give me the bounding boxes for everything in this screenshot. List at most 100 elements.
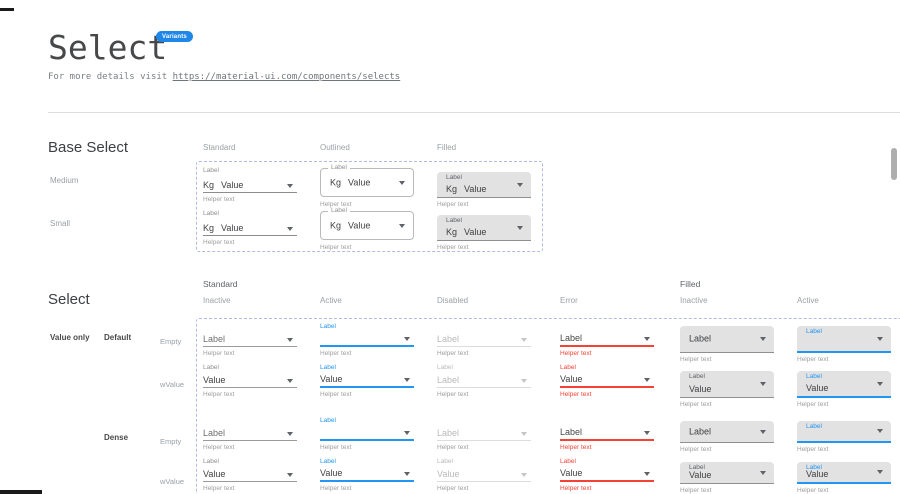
select-input[interactable]: Value [320, 467, 414, 482]
field-label: Label [320, 458, 336, 465]
base-select-outlined-small[interactable]: Label Kg Value Helper text [320, 207, 414, 252]
select-field-filled-active[interactable]: Label Value Helper text [797, 462, 891, 494]
select-input[interactable]: Label Value [797, 462, 891, 484]
select-input[interactable]: Label [560, 426, 654, 441]
dropdown-arrow-icon [521, 379, 527, 383]
select-input[interactable]: Label Value [680, 462, 774, 484]
helper-text: Helper text [560, 485, 592, 492]
helper-text: Helper text [680, 356, 712, 363]
value-adornment: Kg [203, 180, 215, 190]
select-input[interactable]: Value [203, 467, 297, 482]
select-field-filled-active[interactable]: Label Value Helper text [797, 371, 891, 409]
field-label: Label [446, 174, 462, 181]
base-select-filled-medium[interactable]: Label Kg Value Helper text [437, 172, 531, 209]
select-input[interactable] [320, 426, 414, 441]
select-field-standard-inactive[interactable]: Label Value Helper text [203, 458, 297, 493]
material-ui-link[interactable]: https://material-ui.com/components/selec… [172, 72, 401, 82]
select-dashed-frame [196, 318, 900, 494]
helper-text: Helper text [437, 485, 469, 492]
select-field-standard-active[interactable]: Label Helper text [320, 323, 414, 358]
select-field-filled-active[interactable]: Label Helper text [797, 421, 891, 454]
dropdown-arrow-icon [404, 431, 410, 435]
dropdown-arrow-icon [399, 180, 405, 185]
base-select-standard-small[interactable]: Label Kg Value Helper text [203, 210, 297, 247]
select-input[interactable]: Value [320, 373, 414, 388]
select-input[interactable]: Label [203, 426, 297, 441]
select-input[interactable]: Label Kg Value [320, 164, 414, 197]
select-input[interactable]: Value [560, 373, 654, 388]
select-value: Value [203, 469, 226, 479]
select-field-filled-active[interactable]: Label Helper text [797, 326, 891, 364]
base-select-standard-medium[interactable]: Label Kg Value Helper text [203, 167, 297, 204]
select-field-standard-inactive[interactable]: Label Value Helper text [203, 364, 297, 399]
helper-text: Helper text [203, 485, 235, 492]
select-input[interactable] [320, 332, 414, 347]
select-value: Kg Value [203, 181, 243, 190]
select-column-header-error-3: Error [560, 296, 578, 305]
field-label: Label [560, 364, 576, 371]
dropdown-arrow-icon [644, 431, 650, 435]
select-value: Label [560, 333, 583, 343]
select-field-standard-inactive[interactable]: Label Helper text [203, 426, 297, 452]
helper-text: Helper text [203, 350, 235, 357]
select-value: Value [806, 383, 829, 393]
select-input[interactable]: Label [437, 373, 531, 388]
select-input[interactable]: Label [437, 332, 531, 347]
select-field-standard-error[interactable]: Label Helper text [560, 332, 654, 358]
helper-text: Helper text [680, 401, 712, 408]
select-input[interactable]: Label [680, 421, 774, 443]
select-input[interactable]: Value [203, 373, 297, 388]
field-label: Label [320, 364, 336, 371]
select-field-filled-inactive[interactable]: Label Helper text [680, 326, 774, 364]
dropdown-arrow-icon [877, 470, 883, 474]
select-value: Value [320, 468, 343, 478]
select-column-header-inactive-4: Inactive [680, 296, 708, 305]
dropdown-arrow-icon [287, 338, 293, 342]
select-field-filled-inactive[interactable]: Label Helper text [680, 421, 774, 454]
select-field-standard-inactive[interactable]: Label Helper text [203, 332, 297, 358]
base-select-outlined-medium[interactable]: Label Kg Value Helper text [320, 164, 414, 209]
select-field-standard-disabled[interactable]: Label Helper text [437, 426, 531, 452]
select-input[interactable]: Label Value [797, 371, 891, 398]
select-field-standard-disabled[interactable]: Label Helper text [437, 332, 531, 358]
scrollbar-thumb[interactable] [891, 148, 897, 180]
row-variant-wvalue-3: wValue [160, 477, 185, 486]
select-field-filled-inactive[interactable]: Label Value Helper text [680, 371, 774, 409]
select-field-standard-disabled[interactable]: Label Value Helper text [437, 458, 531, 493]
select-input[interactable]: Label [560, 332, 654, 347]
select-input[interactable]: Label [797, 326, 891, 353]
dropdown-arrow-icon [877, 336, 883, 341]
select-input[interactable]: Label [680, 326, 774, 353]
base-select-filled-small[interactable]: Label Kg Value Helper text [437, 215, 531, 252]
dropdown-arrow-icon [404, 378, 410, 382]
select-input[interactable]: Label Kg Value [320, 207, 414, 240]
select-input[interactable]: Label [797, 421, 891, 443]
select-input[interactable]: Value [560, 467, 654, 482]
field-label: Label [806, 423, 822, 430]
select-input[interactable]: Label [437, 426, 531, 441]
select-input[interactable]: Kg Value [203, 221, 297, 236]
select-field-standard-active[interactable]: Label Value Helper text [320, 364, 414, 399]
value-text: Value [464, 227, 487, 237]
select-input[interactable]: Label Value [680, 371, 774, 398]
select-field-standard-disabled[interactable]: Label Label Helper text [437, 364, 531, 399]
select-input[interactable]: Label [203, 332, 297, 347]
select-field-filled-inactive[interactable]: Label Value Helper text [680, 462, 774, 494]
select-field-standard-error[interactable]: Label Value Helper text [560, 458, 654, 493]
row-group-dense: Dense [104, 433, 129, 442]
select-field-standard-active[interactable]: Label Value Helper text [320, 458, 414, 493]
field-label: Label [806, 464, 822, 471]
select-input[interactable]: Kg Value [203, 178, 297, 193]
select-value: Value [806, 469, 829, 479]
select-field-standard-error[interactable]: Label Value Helper text [560, 364, 654, 399]
value-adornment: Kg [330, 177, 342, 187]
select-input[interactable]: Label Kg Value [437, 172, 531, 198]
select-input[interactable]: Value [437, 467, 531, 482]
dropdown-arrow-icon [760, 429, 766, 434]
select-input[interactable]: Label Kg Value [437, 215, 531, 241]
base-select-heading: Base Select [48, 139, 129, 156]
select-value: Kg Value [330, 221, 370, 230]
select-field-standard-active[interactable]: Label Helper text [320, 417, 414, 452]
subtitle: For more details visit https://material-… [48, 72, 400, 82]
select-field-standard-error[interactable]: Label Helper text [560, 426, 654, 452]
